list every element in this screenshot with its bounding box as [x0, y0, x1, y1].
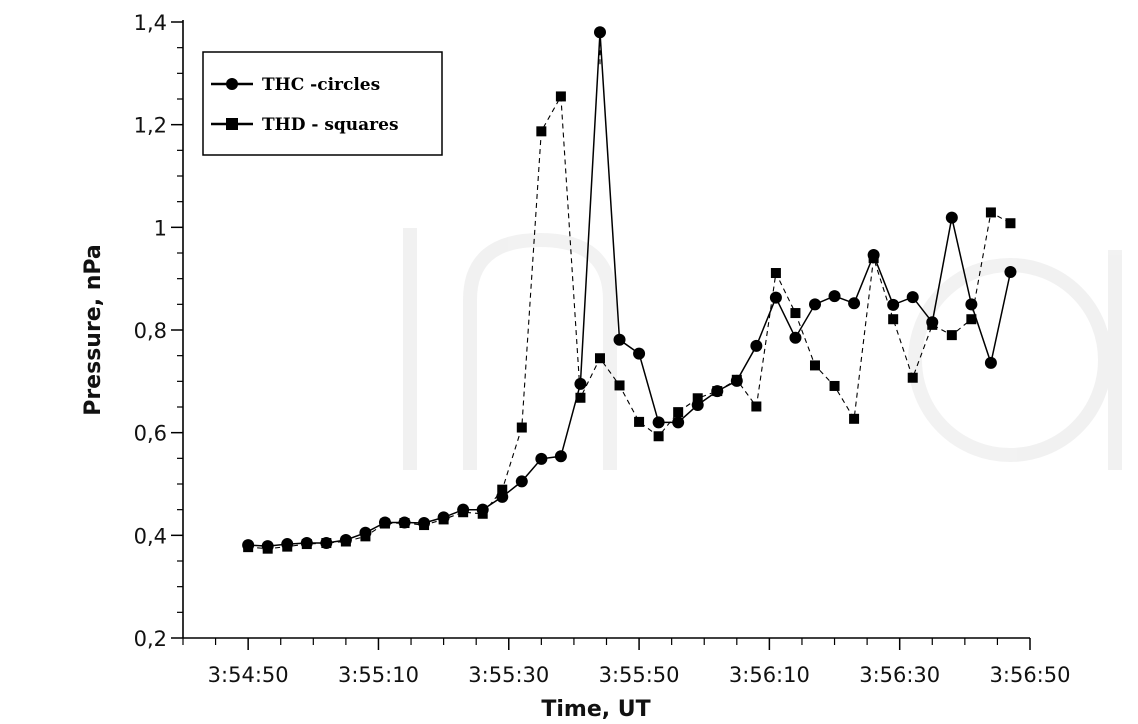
data-point-square: [399, 518, 410, 529]
data-point-circle: [887, 298, 900, 311]
data-point-circle: [574, 377, 587, 390]
data-point-square: [614, 380, 625, 391]
data-point-square: [653, 431, 664, 442]
data-point-square: [594, 353, 605, 364]
data-point-square: [536, 126, 547, 137]
data-point-square: [477, 508, 488, 519]
data-point-square: [243, 542, 254, 553]
data-point-circle: [554, 450, 567, 463]
y-tick-label: 1: [154, 216, 167, 240]
data-point-circle: [808, 298, 821, 311]
data-point-circle: [789, 331, 802, 344]
data-point-square: [927, 319, 938, 330]
watermark: [403, 228, 1122, 470]
data-point-square: [829, 380, 840, 391]
data-point-circle: [848, 297, 861, 310]
x-axis-ticks: 3:54:50 3:55:10 3:55:30 3:55:50 3:56:10 3:56:…: [182, 638, 1071, 687]
data-point-square: [262, 543, 273, 554]
series-layer: [242, 26, 1017, 554]
x-tick-label: 3:56:30: [859, 663, 940, 687]
data-point-square: [673, 407, 684, 418]
x-tick-label: 3:55:30: [468, 663, 549, 687]
y-tick-label: 0,6: [134, 422, 167, 446]
data-point-square: [790, 308, 801, 319]
data-point-square: [1005, 218, 1016, 229]
y-tick-label: 0,2: [134, 627, 167, 651]
data-point-square: [985, 207, 996, 218]
data-point-square: [751, 401, 762, 412]
data-point-circle: [769, 291, 782, 304]
data-point-square: [888, 314, 899, 325]
data-point-circle: [515, 475, 528, 488]
data-point-circle: [984, 356, 997, 369]
legend-marker-thc: [226, 78, 238, 90]
data-point-circle: [633, 347, 646, 360]
data-point-square: [419, 520, 430, 531]
legend-label-thd: THD - squares: [262, 115, 399, 135]
data-point-circle: [965, 298, 978, 311]
legend-marker-thd: [226, 118, 238, 130]
data-point-square: [809, 360, 820, 371]
data-point-circle: [672, 416, 685, 429]
data-point-square: [458, 507, 469, 518]
y-tick-label: 1,2: [134, 114, 167, 138]
data-point-square: [849, 413, 860, 424]
series-line: [248, 94, 1011, 550]
data-point-circle: [828, 290, 841, 303]
x-axis-title: Time, UT: [541, 697, 650, 722]
x-tick-label: 3:56:50: [990, 663, 1071, 687]
data-point-square: [360, 531, 371, 542]
data-point-square: [516, 422, 527, 433]
data-point-circle: [945, 211, 958, 224]
data-point-square: [634, 416, 645, 427]
data-point-square: [692, 393, 703, 404]
data-point-circle: [652, 416, 665, 429]
x-tick-label: 3:54:50: [208, 663, 289, 687]
data-point-circle: [1004, 265, 1017, 278]
data-point-square: [321, 538, 332, 549]
data-point-square: [712, 386, 723, 397]
data-point-circle: [613, 333, 626, 346]
y-tick-label: 0,4: [134, 524, 167, 548]
legend-label-thc: THC -circles: [262, 75, 380, 95]
data-point-square: [555, 91, 566, 102]
data-point-square: [907, 372, 918, 383]
series-thd: [243, 32, 1016, 554]
data-point-square: [868, 253, 879, 264]
data-point-circle: [906, 291, 919, 304]
data-point-square: [379, 518, 390, 529]
x-tick-label: 3:55:10: [338, 663, 419, 687]
data-point-square: [731, 374, 742, 385]
data-point-square: [966, 314, 977, 325]
legend-box: [202, 51, 443, 156]
data-point-square: [946, 330, 957, 341]
data-point-square: [575, 392, 586, 403]
data-point-square: [301, 539, 312, 550]
y-axis-title: Pressure, nPa: [81, 244, 106, 416]
y-tick-label: 1,4: [134, 11, 167, 35]
x-tick-label: 3:55:50: [599, 663, 680, 687]
data-point-square: [340, 536, 351, 547]
y-axis-ticks: 0,2 0,4 0,6 0,8 1 1,2 1,4: [134, 11, 183, 651]
legend: THC -circles THD - squares: [202, 51, 443, 156]
data-point-square: [770, 268, 781, 279]
data-point-square: [497, 484, 508, 495]
data-point-square: [282, 541, 293, 552]
series-line: [248, 32, 1012, 547]
x-tick-label: 3:56:10: [729, 663, 810, 687]
data-point-circle: [535, 452, 548, 465]
data-point-square: [438, 514, 449, 525]
data-point-circle: [750, 339, 763, 352]
y-tick-label: 0,8: [134, 319, 167, 343]
